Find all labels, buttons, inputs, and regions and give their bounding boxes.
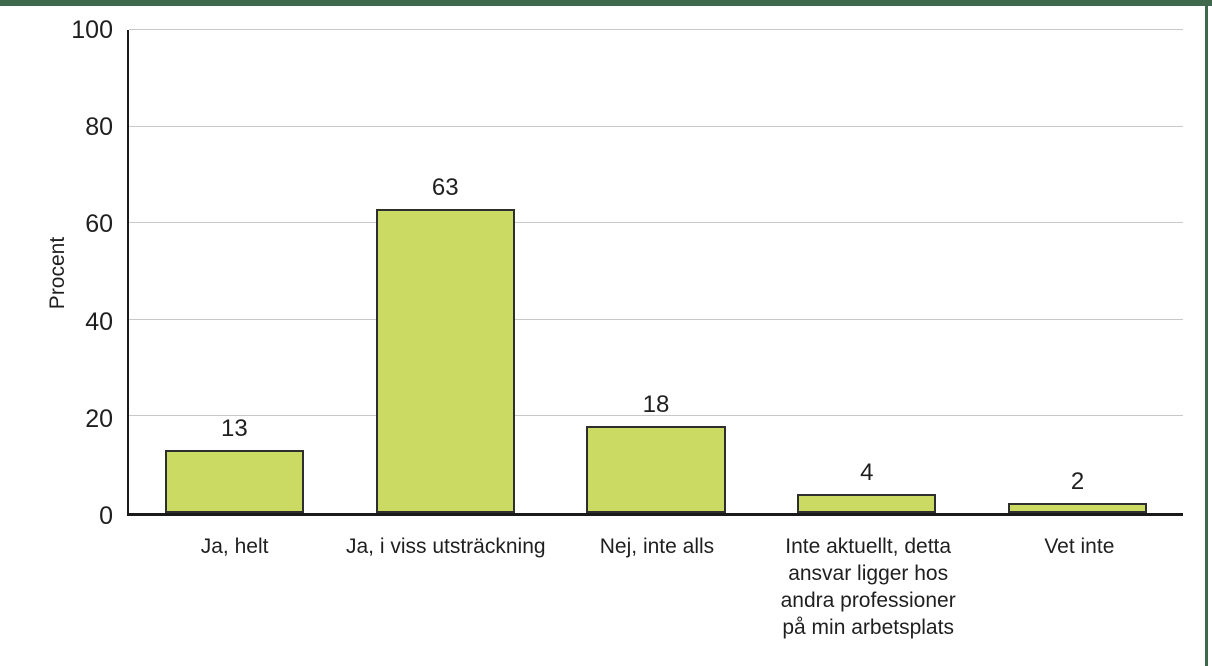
bar (586, 426, 726, 513)
y-tick-label: 40 (85, 307, 113, 336)
category-label: Inte aktuellt, detta ansvar ligger hos a… (780, 535, 956, 639)
category-label: Vet inte (1044, 535, 1115, 558)
bar-slot: 18 (551, 30, 762, 513)
bar-slot: 4 (761, 30, 972, 513)
gridline (129, 318, 1183, 320)
y-tick-label: 80 (85, 113, 113, 142)
y-tick-label: 100 (71, 16, 113, 44)
bar-value-label: 2 (1070, 468, 1085, 496)
bar-slot: 13 (129, 30, 340, 513)
bar (164, 450, 304, 513)
document-right-border (1205, 0, 1208, 666)
y-tick-label: 20 (85, 404, 113, 433)
y-tick-label: 60 (85, 210, 113, 239)
bar-slot: 2 (972, 30, 1183, 513)
category-label: Nej, inte alls (599, 535, 715, 558)
category-label: Ja, helt (200, 535, 269, 558)
bar (375, 208, 515, 513)
bar-value-label: 13 (221, 415, 248, 443)
bar-value-label: 4 (860, 458, 874, 486)
bar (797, 493, 937, 513)
bar-value-label: 63 (431, 173, 459, 201)
gridline (129, 29, 1183, 30)
plot-area: 13 63 18 4 2 (127, 29, 1183, 516)
bar-series: 13 63 18 4 2 (129, 30, 1183, 513)
document-top-border (0, 0, 1212, 6)
bar-slot: 63 (340, 30, 551, 513)
bar-value-label: 18 (642, 391, 670, 419)
gridline (129, 222, 1183, 224)
y-tick-label: 0 (99, 502, 113, 530)
bar (1008, 503, 1148, 513)
category-label: Ja, i viss utsträckning (345, 535, 546, 558)
y-axis-tick-labels: 0 20 40 60 80 100 (0, 16, 113, 530)
gridline (129, 415, 1183, 417)
x-axis-category-labels: Ja, helt Ja, i viss utsträckning Nej, inte… (129, 533, 1185, 641)
gridline (129, 125, 1183, 127)
